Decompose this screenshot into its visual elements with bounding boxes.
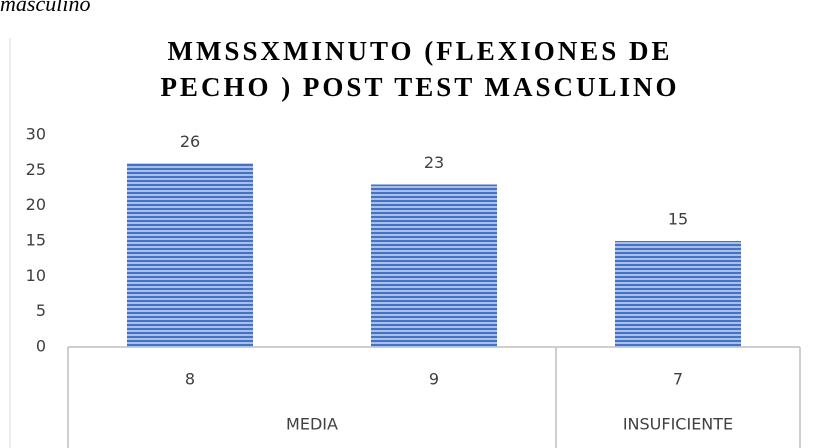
group-label: INSUFICIENTE xyxy=(623,415,733,434)
y-tick-label: 25 xyxy=(26,160,46,179)
bar xyxy=(615,241,741,347)
y-tick-label: 0 xyxy=(36,337,46,356)
y-tick-label: 15 xyxy=(26,231,46,250)
y-tick-label: 5 xyxy=(36,301,46,320)
chart-title: MMSSXMINUTO (FLEXIONES DE xyxy=(167,36,672,66)
group-label: MEDIA xyxy=(286,415,338,434)
y-tick-label: 20 xyxy=(26,195,46,214)
bar xyxy=(371,184,497,347)
x-tick-label: 7 xyxy=(673,370,683,389)
x-tick-label: 8 xyxy=(185,370,195,389)
y-tick-label: 30 xyxy=(26,125,46,144)
data-label: 23 xyxy=(424,153,444,172)
data-label: 15 xyxy=(668,210,688,229)
bar xyxy=(127,163,253,347)
x-tick-label: 9 xyxy=(429,370,439,389)
caption: masculino xyxy=(0,0,90,16)
chart-title: PECHO ) POST TEST MASCULINO xyxy=(160,72,679,102)
data-label: 26 xyxy=(180,132,200,151)
y-tick-label: 10 xyxy=(26,266,46,285)
